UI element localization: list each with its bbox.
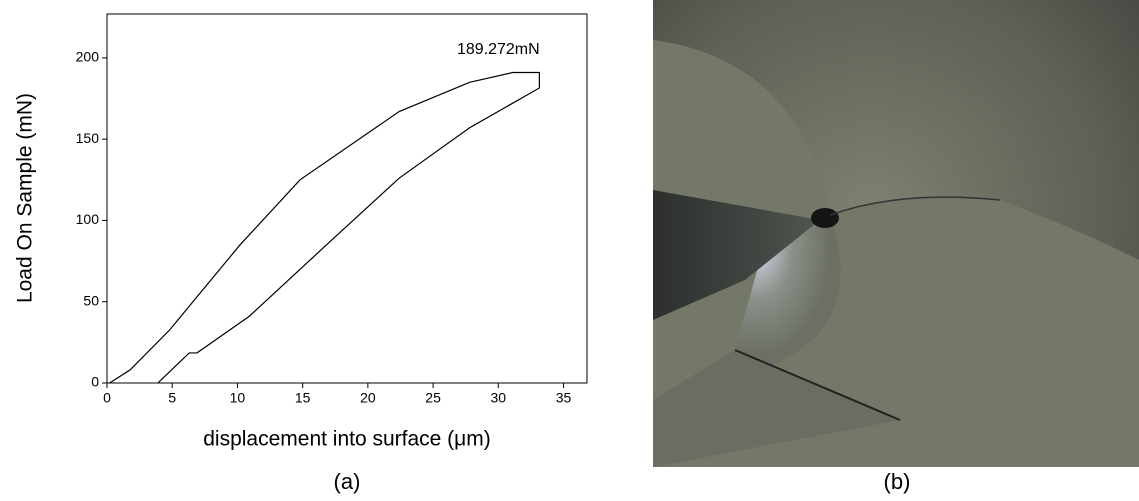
x-tick-label: 35 <box>556 390 572 406</box>
x-tick-label: 5 <box>168 390 176 406</box>
x-axis-label: displacement into surface (μm) <box>203 428 491 451</box>
y-tick-label: 0 <box>91 374 99 390</box>
y-tick-label: 50 <box>83 292 99 308</box>
x-tick-label: 0 <box>103 390 111 406</box>
y-tick-label: 100 <box>76 211 100 227</box>
data-line <box>109 71 540 384</box>
y-tick-label: 150 <box>76 130 100 146</box>
caption: (b) <box>884 469 911 494</box>
annotation: 189.272mN <box>457 41 540 58</box>
x-tick-label: 25 <box>425 390 441 406</box>
x-tick-label: 20 <box>360 390 376 406</box>
y-tick-label: 200 <box>76 49 100 65</box>
photo <box>653 0 1139 467</box>
plot-frame <box>106 13 588 384</box>
y-axis-label: Load On Sample (mN) <box>14 93 37 303</box>
caption: (a) <box>334 469 361 494</box>
x-tick-label: 10 <box>230 390 246 406</box>
x-tick-label: 15 <box>295 390 311 406</box>
x-tick-label: 30 <box>491 390 507 406</box>
